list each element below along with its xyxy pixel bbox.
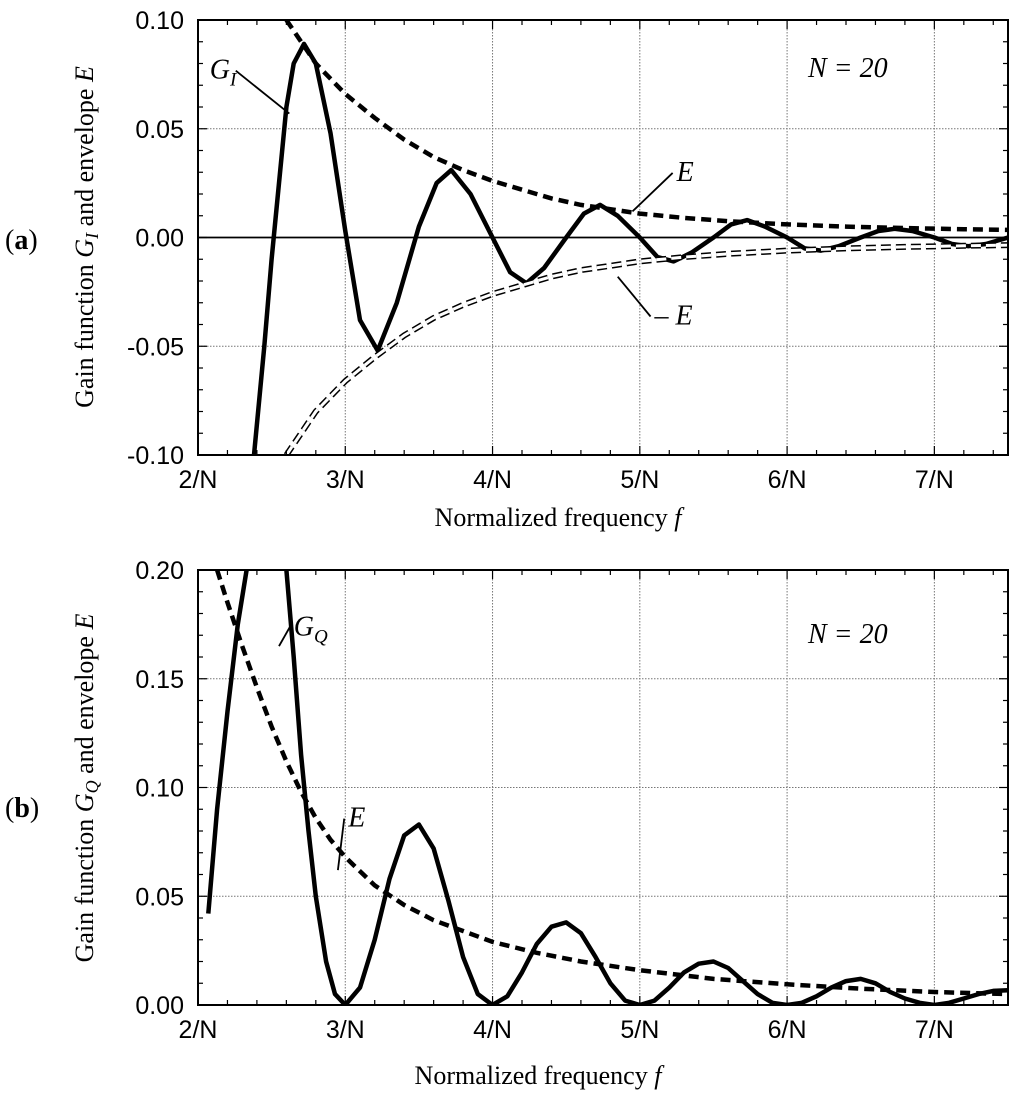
y-tick-label: 0.10 (135, 775, 184, 803)
y-tick-label: 0.00 (135, 992, 184, 1020)
x-axis-title-text: Normalized frequency (435, 503, 675, 532)
leaders-a (235, 70, 674, 318)
series-line-e (284, 20, 1008, 233)
y-tick-label: -0.05 (127, 333, 184, 361)
annotation-leader (278, 626, 291, 647)
y-tick-labels-b: 0.00 0.05 0.10 0.15 0.20 (135, 557, 184, 1020)
panel-b: (b) Gain function GQ and envelope E Norm… (5, 557, 1009, 1090)
y-tick-label: 0.20 (135, 557, 184, 585)
y-axis-title-suffix: and envelope (70, 82, 99, 233)
x-tick-label: 2/N (179, 466, 218, 494)
x-tick-label: 4/N (473, 466, 512, 494)
annotation-leader (235, 70, 290, 115)
annotation-subscript: Q (314, 626, 328, 647)
annotation-symbol: E (676, 157, 694, 188)
panel-a: (a) Gain function GI and envelope E Norm… (5, 7, 1009, 532)
x-tick-label: 6/N (768, 1016, 807, 1044)
x-axis-title-symbol: f (654, 1061, 665, 1090)
x-tick-labels-a: 2/N 3/N 4/N 5/N 6/N 7/N (179, 466, 954, 494)
y-axis-title-symbol: G (70, 239, 99, 258)
y-tick-label: 0.15 (135, 666, 184, 694)
y-axis-title-prefix: Gain function (70, 258, 99, 408)
grid-b (198, 570, 1008, 1005)
y-axis-title-prefix: Gain function (70, 812, 99, 962)
annotation-label: E (347, 803, 365, 834)
annotations-b: GQ E (294, 611, 366, 833)
series-line--e-inner (285, 243, 1008, 455)
annotation-symbol: G (210, 55, 230, 86)
x-axis-title-symbol: f (674, 503, 685, 532)
plot-frame-b (197, 569, 1009, 1006)
x-tick-label: 5/N (620, 466, 659, 494)
x-tick-label: 3/N (326, 466, 365, 494)
series-line-g-i (251, 41, 1008, 455)
series-line-g-q-left (206, 570, 249, 914)
annotation-label: GQ (294, 611, 328, 647)
n-label-a: N = 20 (807, 53, 888, 84)
x-tick-label: 7/N (915, 1016, 954, 1044)
annotation-leader (617, 276, 652, 318)
annotation-leader (337, 818, 346, 871)
annotations-a: GI E – E (210, 55, 694, 332)
annotation-subscript: I (229, 70, 238, 91)
panel-letter-a: a (14, 225, 28, 256)
y-axis-title-subscript: Q (82, 780, 102, 793)
x-tick-label: 2/N (179, 1016, 218, 1044)
annotation-leader (631, 172, 674, 213)
panel-letter-b: b (14, 793, 30, 824)
y-tick-label: 0.05 (135, 116, 184, 144)
y-axis-title-b: Gain function GQ and envelope E (70, 614, 102, 963)
y-axis-title-suffix: and envelope (70, 630, 99, 781)
y-axis-title-symbol: G (70, 793, 99, 812)
y-axis-title-envelope: E (70, 66, 99, 83)
y-axis-title-subscript: I (82, 232, 102, 240)
panel-label-b: (b) (5, 793, 39, 824)
y-tick-label: 0.05 (135, 883, 184, 911)
annotation-label: GI (210, 55, 238, 91)
series-line-g-q (284, 570, 1008, 1005)
leaders-b (278, 626, 346, 871)
x-axis-title-b: Normalized frequency f (415, 1061, 666, 1090)
annotation-symbol: E (347, 803, 365, 834)
x-tick-label: 6/N (768, 466, 807, 494)
x-tick-label: 4/N (473, 1016, 512, 1044)
y-tick-label: 0.00 (135, 225, 184, 253)
panel-label-a: (a) (5, 225, 38, 256)
plot-frame-a (197, 19, 1009, 456)
series-b (206, 570, 1008, 1005)
annotation-label: – E (654, 301, 693, 332)
x-tick-label: 7/N (915, 466, 954, 494)
y-tick-labels-a: -0.10 -0.05 0.00 0.05 0.10 (127, 7, 184, 470)
y-tick-label: 0.10 (135, 7, 184, 35)
series-line-e (214, 570, 1008, 997)
x-tick-label: 3/N (326, 1016, 365, 1044)
n-label-b: N = 20 (807, 619, 888, 650)
annotation-symbol: – E (654, 301, 693, 332)
x-axis-title-a: Normalized frequency f (435, 503, 686, 532)
series-a (251, 20, 1008, 455)
x-tick-label: 5/N (620, 1016, 659, 1044)
x-axis-title-text: Normalized frequency (415, 1061, 655, 1090)
y-axis-title-a: Gain function GI and envelope E (70, 66, 102, 408)
y-axis-title-envelope: E (70, 614, 99, 631)
x-tick-labels-b: 2/N 3/N 4/N 5/N 6/N 7/N (179, 1016, 954, 1044)
annotation-label: E (676, 157, 694, 188)
annotation-symbol: G (294, 611, 314, 642)
series-line--e-outline (283, 242, 1008, 455)
y-tick-label: -0.10 (127, 442, 184, 470)
